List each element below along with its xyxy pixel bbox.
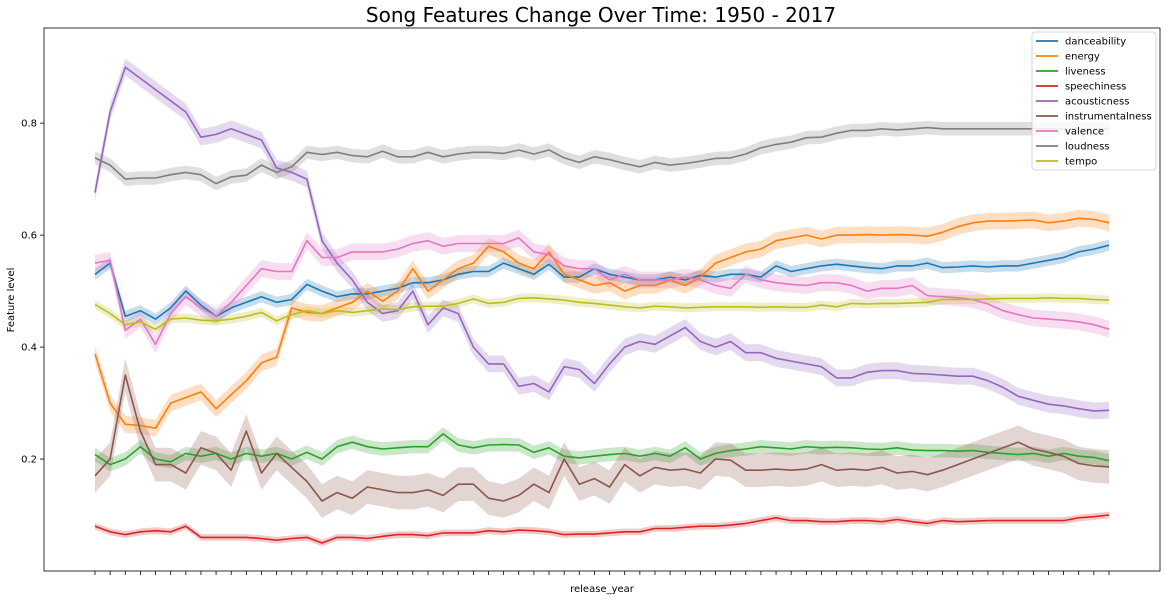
y-tick-label: 0.2 [21, 455, 37, 466]
legend-label-energy: energy [1065, 52, 1100, 63]
acousticness-band [95, 58, 1109, 420]
legend-box [1031, 31, 1157, 171]
valence-line [94, 237, 1110, 346]
valence-band [95, 229, 1109, 353]
danceability-band [95, 239, 1109, 325]
y-axis-label: Feature level [6, 268, 17, 333]
tempo-line [94, 296, 1110, 331]
acousticness-line [94, 66, 1110, 412]
series-lines [94, 66, 1110, 544]
chart-title: Song Features Change Over Time: 1950 - 2… [366, 3, 836, 27]
legend-label-danceability: danceability [1065, 37, 1126, 48]
y-axis: 0.2 0.4 0.6 0.8 [21, 119, 44, 466]
energy-band [95, 209, 1109, 437]
legend-label-speechiness: speechiness [1065, 82, 1126, 93]
x-axis-label: release_year [570, 584, 635, 595]
legend-label-instrumentalness: instrumentalness [1065, 112, 1152, 123]
legend-label-acousticness: acousticness [1065, 97, 1129, 108]
instrumentalness-band [95, 358, 1109, 518]
y-tick-label: 0.6 [21, 231, 37, 242]
liveness-band [95, 427, 1109, 472]
speechiness-band [95, 511, 1109, 547]
instrumentalness-line [94, 374, 1110, 502]
liveness-line [94, 433, 1110, 466]
legend-label-loudness: loudness [1065, 142, 1110, 153]
danceability-line [94, 244, 1110, 320]
plot-frame [43, 27, 1161, 572]
loudness-band [95, 120, 1109, 191]
legend: danceability energy liveness speechiness aco… [1031, 31, 1157, 171]
y-tick-label: 0.4 [21, 343, 37, 354]
legend-label-tempo: tempo [1065, 157, 1097, 168]
x-axis [94, 571, 1110, 575]
loudness-line [94, 126, 1109, 185]
energy-line [94, 217, 1110, 430]
legend-label-valence: valence [1065, 127, 1104, 138]
speechiness-line [94, 514, 1110, 544]
y-tick-label: 0.8 [21, 119, 37, 130]
legend-label-liveness: liveness [1065, 67, 1106, 78]
